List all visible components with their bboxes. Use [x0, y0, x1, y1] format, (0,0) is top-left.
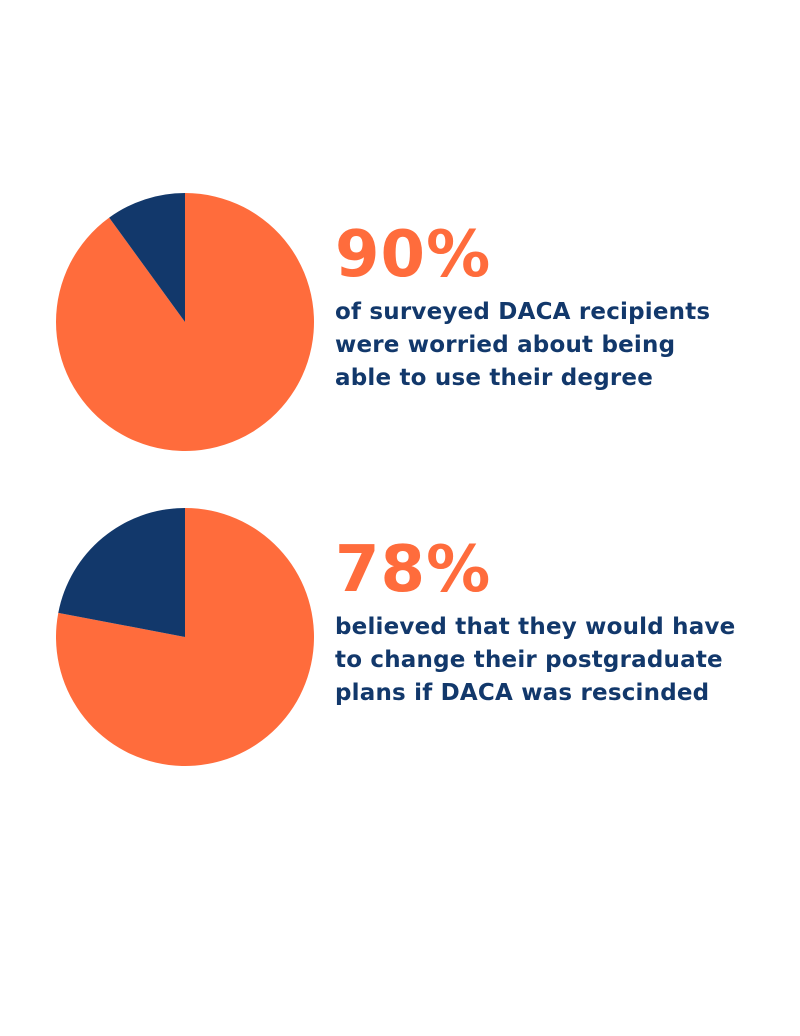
stat-block-1: 90% of surveyed DACA recipients were wor…: [0, 190, 800, 451]
stat-caption-1: of surveyed DACA recipients were worried…: [335, 296, 790, 395]
stat-text-2: 78% believed that they would have to cha…: [335, 535, 790, 710]
pie-slice-remainder: [109, 193, 185, 322]
pie-slice-majority: [56, 193, 314, 451]
caption-line: were worried about being: [335, 332, 676, 358]
caption-line: able to use their degree: [335, 365, 654, 391]
stat-value-2: 78%: [335, 533, 492, 607]
caption-line: of surveyed DACA recipients: [335, 299, 711, 325]
caption-line: to change their postgraduate: [335, 647, 723, 673]
pie-slice-remainder: [58, 508, 185, 637]
pie-slice-majority: [56, 508, 314, 766]
stat-caption-2: believed that they would have to change …: [335, 611, 790, 710]
caption-line: believed that they would have: [335, 614, 736, 640]
stat-text-1: 90% of surveyed DACA recipients were wor…: [335, 220, 790, 395]
caption-line: plans if DACA was rescinded: [335, 680, 710, 706]
stat-block-2: 78% believed that they would have to cha…: [0, 505, 800, 766]
stat-value-1: 90%: [335, 218, 492, 292]
pie-chart-2: [56, 508, 314, 766]
pie-chart-1: [56, 193, 314, 451]
